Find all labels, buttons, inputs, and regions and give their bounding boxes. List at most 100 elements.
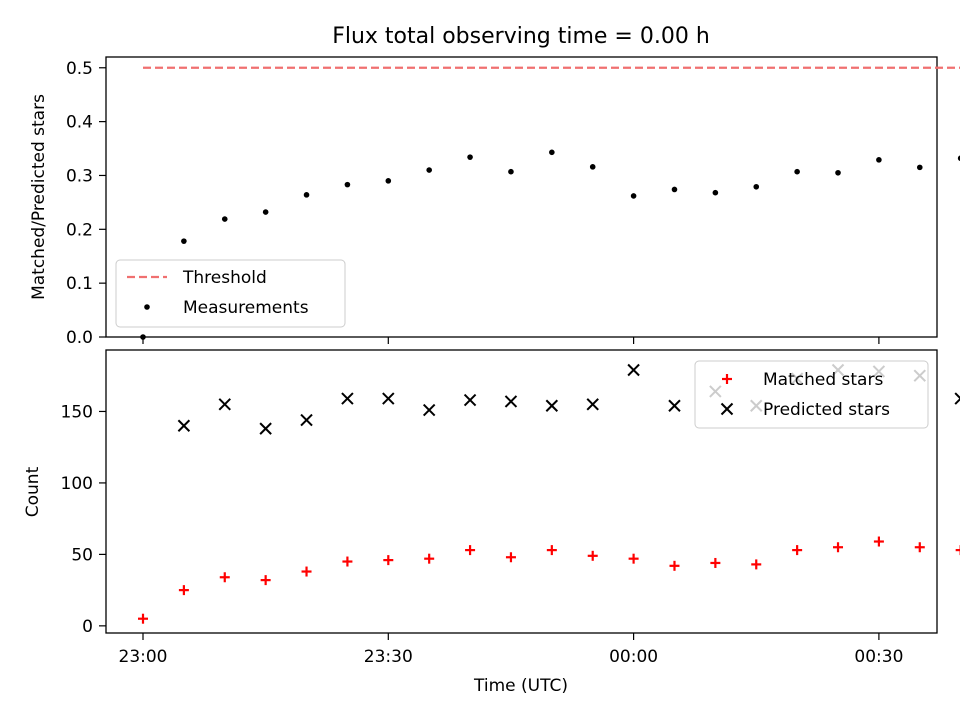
legend-threshold-label: Threshold <box>182 268 267 288</box>
measurement-point <box>181 238 187 244</box>
predicted-star-point-b <box>586 398 599 411</box>
matched-star-point <box>587 550 598 561</box>
top-legend-box <box>115 259 346 328</box>
matched-star-point <box>219 572 230 583</box>
measurement-point <box>916 164 923 171</box>
legend-measurements-swatch <box>144 304 150 310</box>
top-y-ticks: 0.0 0.1 0.2 0.3 0.4 0.5 <box>66 59 106 348</box>
matched-star-point <box>792 545 803 556</box>
predicted-star-point <box>382 392 395 405</box>
predicted-star-point <box>545 399 559 412</box>
matched-star-point <box>628 553 639 564</box>
matched-star-point <box>955 545 960 556</box>
measurement-point <box>876 157 882 163</box>
predicted-star-point-b <box>422 403 436 417</box>
bottom-plot-frame <box>105 349 938 634</box>
legend-measurements-label: Measurements <box>183 298 309 318</box>
predicted-star-point-b <box>177 419 191 432</box>
matched-star-point <box>873 536 884 547</box>
predicted-star-point-b <box>627 363 640 377</box>
predicted-star-point-b <box>504 395 518 408</box>
predicted-star-point-b <box>463 393 477 407</box>
predicted-star-point <box>463 393 477 407</box>
predicted-star-point <box>668 399 681 412</box>
x-tick-label: 00:00 <box>609 647 658 667</box>
predicted-star-point-b <box>259 422 272 435</box>
y-tick-label: 0.3 <box>66 166 93 186</box>
top-x-ticks <box>142 337 880 344</box>
predicted-star-point-b <box>382 392 395 405</box>
measurement-point <box>589 164 596 170</box>
matched-star-point <box>465 545 476 556</box>
legend-predicted-swatch <box>720 402 734 416</box>
y-tick-label: 50 <box>71 545 93 565</box>
predicted-star-point-a <box>954 392 960 400</box>
matched-star-point <box>260 575 271 586</box>
measurement-point <box>385 178 392 184</box>
matched-star-point <box>383 555 394 566</box>
y-tick-label: 150 <box>61 402 93 422</box>
legend-x-marker-b <box>720 402 734 416</box>
measurement-point <box>140 334 146 340</box>
legend-matched-label: Matched stars <box>763 370 883 390</box>
legend-matched-swatch <box>722 374 732 384</box>
y-tick-label: 100 <box>61 474 93 494</box>
x-tick-label: 23:30 <box>364 647 413 667</box>
predicted-star-point <box>422 403 436 417</box>
matched-star-point <box>546 545 557 556</box>
measurement-point <box>671 186 678 193</box>
measurement-point <box>549 149 555 156</box>
chart-title: Flux total observing time = 0.00 h <box>332 24 710 49</box>
matched-star-point <box>301 566 312 577</box>
matched-star-point <box>833 542 844 553</box>
measurement-point <box>221 216 228 222</box>
measurement-point <box>794 168 800 175</box>
y-tick-label: 0 <box>82 617 93 637</box>
legend-predicted-label: Predicted stars <box>763 400 890 420</box>
matched-star-point <box>710 557 721 568</box>
matched-stars-points <box>138 536 960 624</box>
predicted-star-point-b <box>341 392 354 405</box>
x-tick-label: 23:00 <box>119 647 168 667</box>
bottom-y-axis-label: Count <box>23 466 43 517</box>
predicted-star-point-b <box>668 399 681 412</box>
y-tick-label: 0.5 <box>66 59 93 79</box>
matched-star-point <box>178 585 189 596</box>
measurement-point <box>344 181 351 188</box>
predicted-star-point <box>627 363 640 377</box>
predicted-star-point-b <box>545 399 559 412</box>
matched-star-point <box>138 613 148 624</box>
predicted-star-point <box>218 398 231 411</box>
top-legend: Threshold Measurements <box>115 259 346 328</box>
legend-plus-marker <box>722 374 732 384</box>
predicted-star-point <box>586 398 599 411</box>
y-tick-label: 0.2 <box>66 220 93 240</box>
measurement-point <box>630 193 637 199</box>
measurement-point <box>508 168 514 175</box>
predicted-star-point-b <box>218 398 231 411</box>
measurement-point <box>753 183 760 190</box>
measurement-point <box>467 154 473 160</box>
matched-star-point <box>751 559 762 570</box>
bottom-legend: Matched stars Predicted stars <box>694 360 929 429</box>
top-axes: 0.0 0.1 0.2 0.3 0.4 0.5 Matched/Predicted sta… <box>29 56 960 348</box>
matched-star-point <box>669 560 680 571</box>
predicted-star-point <box>300 413 313 427</box>
matched-star-point <box>505 552 516 563</box>
bottom-y-ticks: 0 50 100 150 <box>61 402 106 637</box>
top-y-axis-label: Matched/Predicted stars <box>29 94 49 300</box>
predicted-star-point-b <box>954 397 960 405</box>
predicted-star-point <box>341 392 354 405</box>
x-tick-label: 00:30 <box>854 647 903 667</box>
measurement-point <box>835 169 841 176</box>
predicted-star-point <box>954 392 960 405</box>
measurement-point <box>303 192 310 198</box>
measurement-point <box>426 167 432 173</box>
matched-star-point <box>342 556 353 567</box>
predicted-star-point <box>259 422 272 435</box>
predicted-star-point-b <box>300 413 313 427</box>
measurement-point <box>957 155 960 161</box>
x-axis-label: Time (UTC) <box>473 676 568 696</box>
